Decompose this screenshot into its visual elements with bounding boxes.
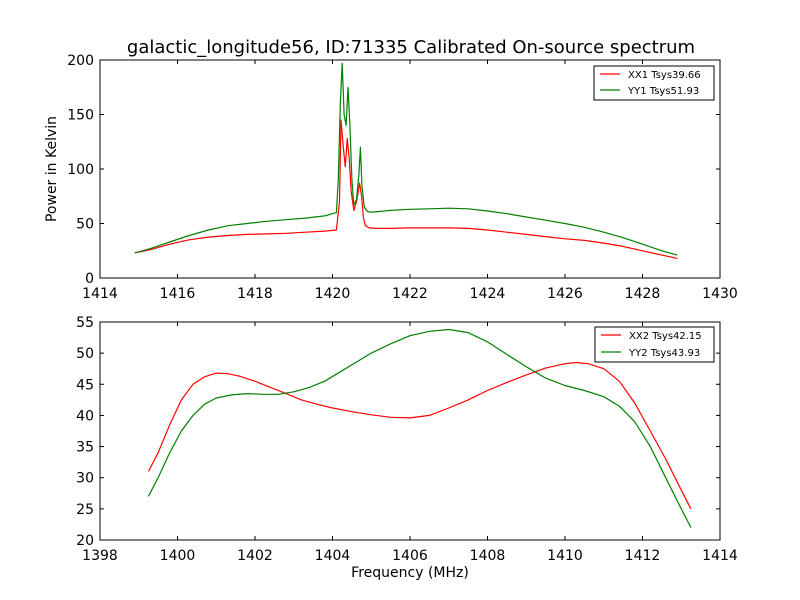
x-tick-label: 1412 <box>625 548 661 564</box>
ticks-top: 1414 1416 1418 1420 1422 1424 1426 1428 1430 0 50 1… <box>67 53 738 302</box>
x-tick-label: 1398 <box>82 548 118 564</box>
y-tick-label: 50 <box>76 346 94 362</box>
x-tick-label: 1418 <box>237 286 273 302</box>
y-tick-label: 100 <box>67 162 94 178</box>
legend-label-xx1: XX1 Tsys39.66 <box>628 70 701 81</box>
x-tick-label: 1402 <box>237 548 273 564</box>
x-tick-label: 1406 <box>392 548 428 564</box>
x-tick-label: 1428 <box>625 286 661 302</box>
legend-label-yy2: YY2 Tsys43.93 <box>628 348 700 359</box>
top-spectrum-panel: galactic_longitude56, ID:71335 Calibrate… <box>44 37 738 302</box>
series-line-bottom-yy <box>147 328 692 528</box>
series-lines-bottom <box>147 328 692 528</box>
y-axis-label-top: Power in Kelvin <box>44 116 60 222</box>
x-tick-label: 1416 <box>160 286 196 302</box>
y-tick-label: 20 <box>76 533 94 549</box>
legend-label-yy1: YY1 Tsys51.93 <box>627 86 699 97</box>
legend-top: XX1 Tsys39.66 YY1 Tsys51.93 <box>593 65 715 101</box>
y-tick-label: 200 <box>67 53 94 69</box>
chart-title: galactic_longitude56, ID:71335 Calibrate… <box>127 37 695 58</box>
legend-box-top <box>593 65 715 101</box>
x-tick-label: 1404 <box>315 548 351 564</box>
series-line-top-xx <box>134 119 678 259</box>
y-tick-label: 40 <box>76 408 94 424</box>
series-lines-top <box>134 62 678 259</box>
y-tick-label: 0 <box>85 271 94 287</box>
x-tick-label: 1408 <box>470 548 506 564</box>
x-tick-label: 1422 <box>392 286 428 302</box>
x-axis-label-bottom: Frequency (MHz) <box>351 565 469 581</box>
x-tick-label: 1400 <box>160 548 196 564</box>
legend-box-bottom <box>594 326 715 363</box>
x-tick-label: 1410 <box>547 548 583 564</box>
series-line-bottom-xx <box>147 361 692 510</box>
series-line-top-yy <box>134 62 678 256</box>
x-tick-label: 1430 <box>702 286 738 302</box>
legend-bottom: XX2 Tsys42.15 YY2 Tsys43.93 <box>594 326 715 363</box>
x-tick-label: 1424 <box>470 286 506 302</box>
x-tick-label: 1420 <box>315 286 351 302</box>
bottom-spectrum-panel: 1398 1400 1402 1404 1406 1408 1410 1412 1414 20 25… <box>76 315 738 581</box>
y-tick-label: 25 <box>76 502 94 518</box>
y-tick-label: 30 <box>76 471 94 487</box>
y-tick-label: 50 <box>76 217 94 233</box>
y-tick-label: 35 <box>76 440 94 456</box>
y-tick-label: 45 <box>76 377 94 393</box>
x-tick-label: 1426 <box>547 286 583 302</box>
legend-label-xx2: XX2 Tsys42.15 <box>629 331 702 342</box>
x-tick-label: 1414 <box>82 286 118 302</box>
y-tick-label: 150 <box>67 108 94 124</box>
ticks-bottom: 1398 1400 1402 1404 1406 1408 1410 1412 1414 20 25… <box>76 315 738 564</box>
x-tick-label: 1414 <box>702 548 738 564</box>
y-tick-label: 55 <box>76 315 94 331</box>
